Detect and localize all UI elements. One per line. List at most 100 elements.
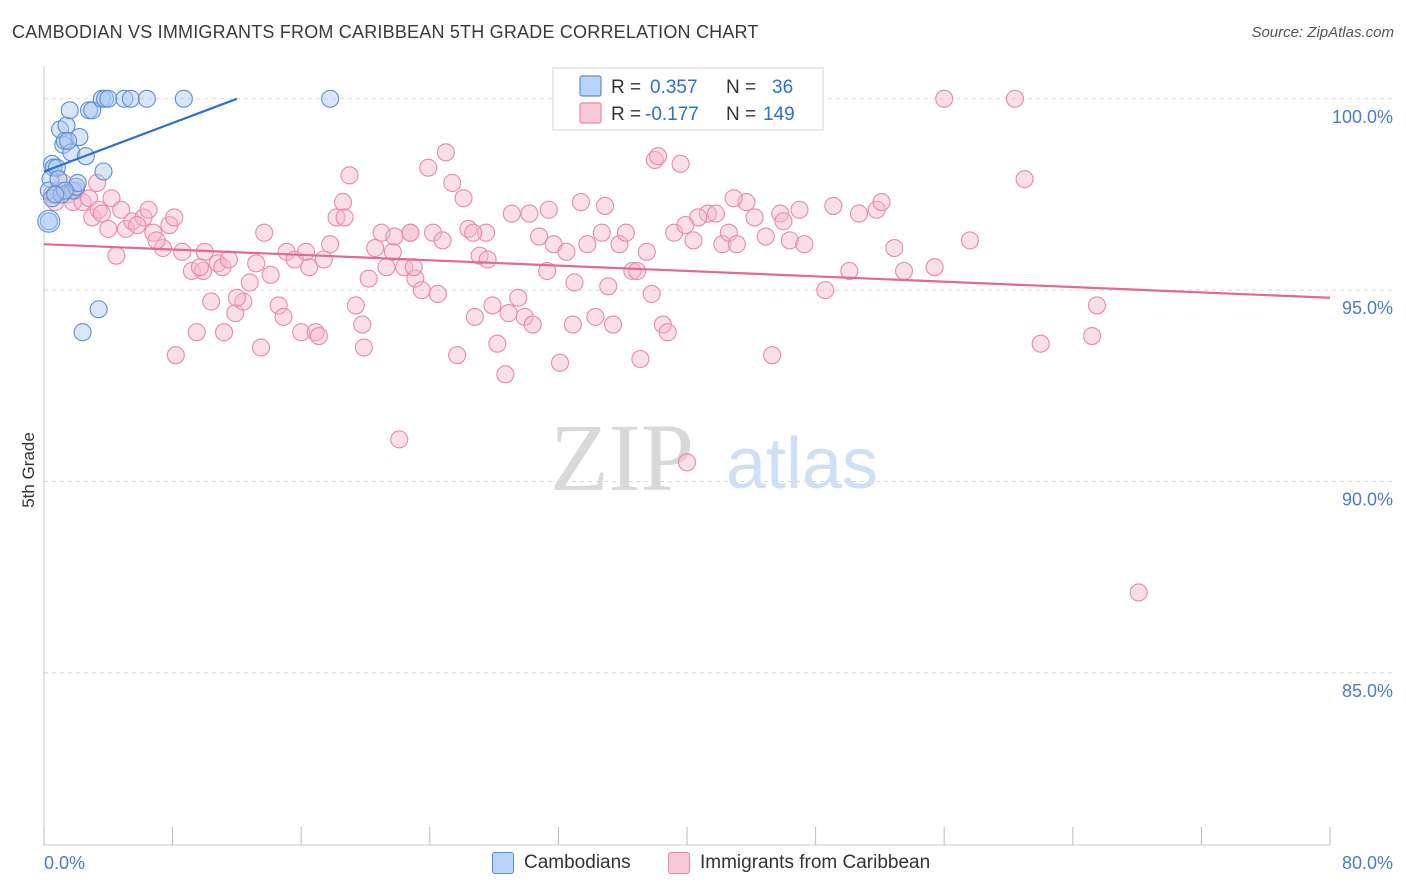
data-point — [649, 147, 668, 166]
data-point — [346, 296, 365, 315]
y-tick-label: 95.0% — [1342, 298, 1393, 318]
legend-r-label: R = — [611, 104, 641, 125]
data-point — [166, 346, 185, 365]
data-point — [255, 223, 274, 242]
data-point — [107, 246, 126, 265]
data-point — [165, 208, 184, 227]
data-point — [780, 231, 799, 250]
y-tick-label: 90.0% — [1342, 489, 1393, 509]
legend-n-value: 149 — [763, 104, 795, 125]
y-tick-label: 85.0% — [1342, 681, 1393, 701]
data-point — [520, 204, 539, 223]
y-tick-label: 100.0% — [1332, 107, 1393, 127]
data-point — [925, 258, 944, 277]
data-point — [213, 258, 232, 277]
legend-label-caribbean: Immigrants from Caribbean — [700, 852, 931, 873]
data-point — [404, 258, 423, 277]
data-point — [684, 231, 703, 250]
data-point — [1129, 583, 1148, 602]
axes — [43, 66, 1331, 846]
legend-item-caribbean: Immigrants from Caribbean — [668, 852, 930, 874]
data-point — [274, 307, 293, 326]
data-point — [366, 238, 385, 258]
data-point — [261, 265, 280, 284]
data-point — [571, 193, 590, 212]
legend-n-label: N = — [726, 104, 756, 125]
data-point — [116, 219, 136, 238]
data-point — [563, 315, 582, 334]
data-point — [676, 216, 695, 235]
data-point — [73, 323, 92, 342]
data-point — [227, 288, 246, 307]
data-point — [713, 235, 732, 254]
legend-swatch-pink — [579, 102, 602, 124]
data-point — [112, 200, 131, 219]
legend-swatch-caribbean — [668, 852, 690, 874]
watermark-zip: ZIP — [550, 404, 694, 511]
data-point — [92, 204, 111, 223]
data-point — [530, 227, 549, 246]
legend-stats: R = 0.357 N = 36 R = -0.177 N = 149 — [552, 67, 824, 131]
data-point — [1087, 296, 1106, 315]
data-point — [99, 219, 118, 238]
data-point — [49, 170, 68, 189]
source-label: Source: ZipAtlas.com — [1251, 24, 1394, 41]
data-point — [935, 89, 954, 108]
data-point — [377, 258, 396, 277]
data-point — [454, 189, 473, 208]
data-point — [59, 131, 78, 150]
data-point — [309, 326, 328, 346]
data-point — [550, 353, 570, 372]
data-point — [623, 261, 642, 281]
watermark: ZIP atlas — [550, 404, 878, 511]
data-point — [321, 89, 340, 108]
data-point — [523, 315, 542, 334]
data-point — [1015, 170, 1034, 189]
x-tick-label: 80.0% — [1342, 853, 1393, 873]
data-point — [139, 200, 158, 219]
data-point — [300, 258, 319, 277]
data-point — [677, 453, 697, 472]
data-point — [174, 89, 193, 108]
trendline-blue — [43, 97, 238, 173]
watermark-atlas: atlas — [726, 424, 878, 504]
data-point — [727, 235, 746, 254]
legend-swatch-cambodians — [492, 852, 514, 874]
data-point — [39, 212, 58, 231]
data-point — [774, 212, 793, 231]
data-point — [763, 346, 782, 365]
data-point — [840, 261, 859, 281]
data-point — [340, 166, 359, 185]
legend-swatch-blue — [579, 75, 602, 97]
trendlines — [43, 97, 1331, 299]
data-point — [610, 235, 629, 254]
data-point — [795, 235, 814, 254]
data-point — [433, 231, 452, 250]
legend-bottom: Cambodians Immigrants from Caribbean — [0, 852, 1406, 878]
data-point — [251, 338, 271, 357]
data-point — [849, 204, 869, 223]
data-point — [724, 189, 743, 208]
data-point — [465, 307, 484, 326]
data-point — [539, 200, 558, 219]
legend-n-label: N = — [726, 77, 756, 98]
data-point — [872, 193, 891, 212]
data-point — [790, 200, 809, 219]
data-point — [604, 315, 623, 334]
legend-item-cambodians: Cambodians — [492, 852, 631, 874]
data-point — [240, 273, 259, 292]
data-point — [269, 296, 288, 315]
data-point — [353, 315, 372, 334]
data-point — [314, 250, 333, 269]
data-point — [214, 323, 234, 342]
data-point — [477, 223, 496, 242]
data-point — [565, 273, 584, 292]
data-point — [1031, 334, 1050, 353]
data-point — [57, 116, 76, 135]
data-point — [423, 223, 443, 242]
data-point — [1083, 326, 1102, 346]
data-point — [706, 204, 725, 223]
legend-n-value: 36 — [772, 77, 793, 98]
gridlines — [44, 98, 1392, 674]
tick-labels: 100.0% 95.0% 90.0% 85.0% 0.0% 80.0% — [44, 107, 1393, 873]
